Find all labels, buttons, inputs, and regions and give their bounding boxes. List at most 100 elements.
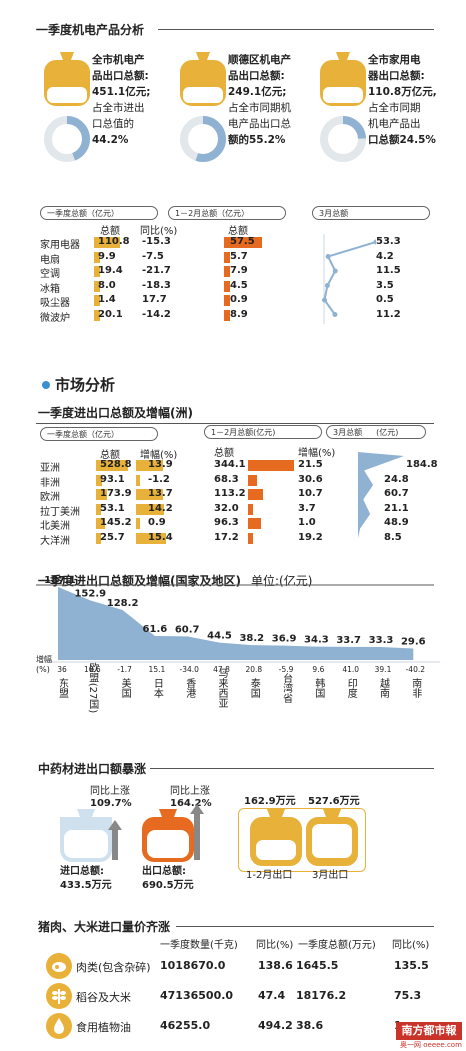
qty-value: 47136500.0 (160, 989, 234, 1002)
bar-jf (224, 266, 230, 277)
section1-title: 一季度机电产品分析 (36, 23, 145, 37)
jf-value: 113.2 (214, 488, 246, 499)
value-label: 128.2 (107, 598, 139, 609)
bar-jf (248, 503, 253, 515)
data-point (332, 312, 338, 317)
m3-label: 3月出口 (312, 870, 349, 881)
value-label: 187.1 (44, 575, 76, 586)
bar-q1-growth (136, 460, 164, 471)
bar-jf (224, 295, 230, 306)
newspaper-logo: 南方都市報 (396, 1022, 462, 1040)
divider (150, 768, 434, 769)
q1-growth: 0.9 (148, 517, 166, 528)
col-qty: 一季度数量(千克) (160, 940, 238, 951)
jf-growth: 1.0 (298, 517, 316, 528)
bar-jf (224, 309, 230, 321)
card-3-text: 全市家用电 器出口总额: 110.8万亿元, 占全市同期 机电产品出 口总额24… (368, 54, 437, 146)
qty-yoy-value: 494.2 (258, 1019, 293, 1032)
growth-label: 41.0 (342, 665, 359, 674)
bar-q1 (94, 309, 100, 321)
qty-yoy-value: 138.6 (258, 959, 293, 972)
share-donut-3 (320, 116, 366, 162)
col-amount: 总额 (100, 450, 120, 461)
value-label: 34.3 (304, 635, 329, 646)
m3-value: 4.2 (376, 250, 394, 262)
growth-label: 39.1 (375, 665, 392, 674)
bar-q1 (96, 460, 128, 471)
value-label: 29.6 (401, 636, 426, 647)
section2-title: 市场分析 (55, 376, 116, 394)
growth-label: 20.8 (245, 665, 262, 674)
q1-value: 8.0 (98, 279, 116, 291)
country-label: 泰国 (248, 677, 260, 699)
col-amount-2: 总额 (214, 448, 234, 459)
data-point (321, 297, 327, 303)
country-label: 台湾省 (281, 672, 293, 704)
q1-value: 1.4 (98, 294, 116, 305)
jf-growth: 19.2 (298, 531, 323, 543)
section4-title: 中药材进出口额暴涨 (38, 762, 147, 776)
import-value: 433.5万元 (60, 880, 112, 891)
value-area (58, 587, 414, 660)
data-point (324, 283, 330, 288)
m3-value: 11.5 (376, 265, 401, 276)
bar-q1 (96, 489, 107, 500)
row-name: 吸尘器 (40, 298, 70, 309)
bar-q1 (94, 251, 100, 263)
up-arrow-icon (108, 820, 122, 860)
jf-value: 162.9万元 (244, 796, 296, 807)
q1-value: 9.9 (98, 250, 116, 262)
amt-value: 18176.2 (296, 989, 347, 1002)
country-label: 东盟 (57, 677, 69, 698)
row-name: 拉丁美洲 (40, 506, 80, 518)
grain-icon (46, 983, 72, 1009)
jf-value: 17.2 (214, 531, 239, 543)
jf-value: 68.3 (214, 473, 239, 485)
divider (176, 926, 434, 927)
site-link[interactable]: 奥一网 oeeee.com (400, 1041, 462, 1049)
row-name: 肉类(包含杂碎) (76, 961, 151, 974)
m3-value: 0.5 (376, 294, 394, 305)
bar-q1 (96, 503, 101, 515)
export-rise: 164.2% (170, 798, 212, 809)
q1-value: 19.4 (98, 265, 123, 276)
bar-jf (224, 237, 262, 248)
bar-jf (224, 280, 230, 292)
yoy-value: -14.2 (142, 308, 171, 320)
jf-growth: 10.7 (298, 488, 323, 499)
col-yoy: 同比(%) (140, 226, 178, 237)
jf-value: 7.9 (230, 265, 248, 276)
import-rise: 109.7% (90, 798, 132, 809)
yoy-value: -15.3 (142, 236, 171, 247)
growth-label: 36 (57, 665, 67, 674)
data-point (373, 239, 376, 245)
country-label: 香港 (184, 678, 196, 698)
bar-jf (224, 251, 230, 263)
yoy-value: -21.7 (142, 265, 171, 276)
country-label: 日本 (151, 678, 163, 699)
series-line (323, 241, 376, 316)
export-breakdown-box (238, 808, 366, 872)
m3-line-chart (321, 234, 376, 324)
card-2-text: 顺德区机电产 品出口总额: 249.1亿元; 占全市同期机 电产品出口总 额的5… (228, 54, 291, 146)
value-label: 61.6 (143, 624, 168, 635)
export-value: 690.5万元 (142, 880, 194, 891)
row-name: 欧洲 (40, 492, 60, 503)
bar-q1 (96, 518, 105, 529)
share-arc (44, 116, 90, 162)
pill-q1: 一季度总额（亿元） (40, 427, 158, 441)
data-point (332, 268, 338, 274)
qty-value: 1018670.0 (160, 959, 226, 972)
bar-jf (248, 489, 264, 500)
money-bag-icon (320, 52, 366, 106)
m3-value: 60.7 (384, 488, 409, 499)
growth-label: -34.0 (179, 665, 199, 674)
jf-value: 4.5 (230, 279, 248, 291)
col-growth-2: 增幅(%) (298, 448, 336, 459)
bar-jf (248, 532, 253, 544)
growth-label: -5.9 (279, 665, 294, 674)
row-name: 非洲 (40, 477, 60, 489)
meat-icon (46, 953, 72, 979)
growth-label: 16.6 (84, 665, 101, 674)
country-label: 马来西亚 (216, 668, 228, 708)
